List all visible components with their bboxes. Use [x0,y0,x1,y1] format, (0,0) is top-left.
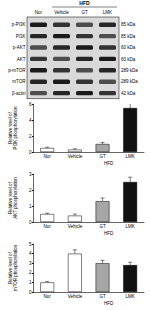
svg-text:1: 1 [29,204,32,209]
svg-text:4: 4 [29,118,32,123]
svg-text:mTOR: mTOR [12,79,26,84]
svg-text:2: 2 [29,188,32,193]
svg-text:289 kDa: 289 kDa [121,79,138,84]
svg-text:PI3K: PI3K [16,34,26,39]
svg-text:HFD: HFD [79,0,90,6]
svg-text:0: 0 [29,150,32,155]
svg-text:2: 2 [29,270,32,275]
svg-text:mTOR phosphorylation: mTOR phosphorylation [13,244,18,291]
svg-text:Vehicle: Vehicle [68,294,83,299]
svg-text:Vehicle: Vehicle [54,10,69,15]
svg-text:85 kDa: 85 kDa [121,34,136,39]
svg-text:42 kDa: 42 kDa [121,91,136,96]
svg-text:GT: GT [99,154,106,159]
svg-text:GT: GT [99,224,106,229]
svg-text:LMK: LMK [126,224,135,229]
svg-text:60 kDa: 60 kDa [121,57,136,62]
svg-text:Nor: Nor [44,294,52,299]
svg-text:Vehicle: Vehicle [68,154,83,159]
svg-text:p-PI3K: p-PI3K [12,22,26,27]
svg-text:6: 6 [29,102,32,107]
svg-text:LMK: LMK [126,154,135,159]
svg-text:p-AKT: p-AKT [13,45,26,50]
svg-text:Vehicle: Vehicle [68,224,83,229]
svg-text:GT: GT [81,10,88,15]
svg-text:HFD: HFD [104,161,114,166]
svg-text:3: 3 [29,261,32,266]
svg-text:0: 0 [29,290,32,295]
svg-text:2: 2 [29,134,32,139]
svg-text:85 kDa: 85 kDa [121,22,136,27]
svg-text:Nor: Nor [44,224,52,229]
svg-text:60 kDa: 60 kDa [121,45,136,50]
svg-text:β-actin: β-actin [12,91,26,96]
svg-text:AKT: AKT [17,57,26,62]
svg-text:Nor: Nor [35,10,43,15]
svg-text:p-mTOR: p-mTOR [8,68,26,73]
svg-text:PI3K phosphorylation: PI3K phosphorylation [13,106,18,149]
svg-text:Relative level of: Relative level of [8,112,13,144]
svg-text:AKT phosphorylation: AKT phosphorylation [13,177,18,219]
svg-text:Relative level of: Relative level of [8,252,13,284]
svg-text:HFD: HFD [104,231,114,236]
svg-text:Nor: Nor [44,154,52,159]
svg-text:0: 0 [29,220,32,225]
svg-text:1: 1 [29,280,32,285]
svg-text:5: 5 [29,242,32,247]
svg-text:289 kDa: 289 kDa [121,68,138,73]
svg-text:HFD: HFD [104,301,114,306]
svg-text:Relative level of: Relative level of [8,182,13,214]
svg-text:4: 4 [29,251,32,256]
svg-text:3: 3 [29,172,32,177]
svg-text:LMK: LMK [126,294,135,299]
svg-text:LMK: LMK [103,10,112,15]
svg-text:GT: GT [99,294,106,299]
